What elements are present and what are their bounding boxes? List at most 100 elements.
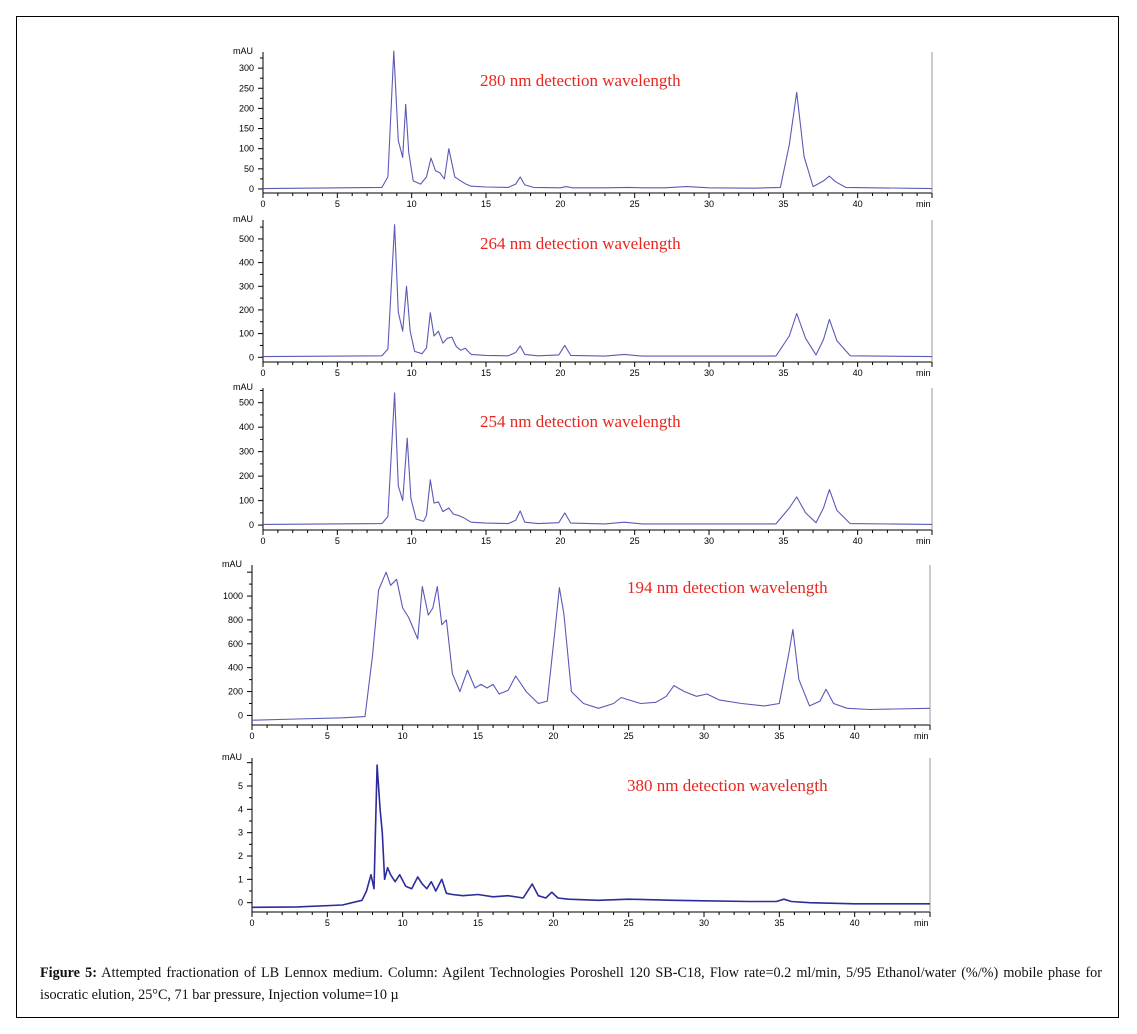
y-tick-label: 0: [249, 352, 254, 362]
x-tick-label: 5: [325, 918, 330, 928]
y-tick-label: 0: [238, 898, 243, 908]
y-unit-label: mAU: [222, 559, 242, 569]
x-tick-label: 15: [481, 536, 491, 546]
chart-title: 280 nm detection wavelength: [480, 71, 681, 90]
x-tick-label: 30: [699, 918, 709, 928]
x-tick-label: 40: [850, 918, 860, 928]
chart-title: 254 nm detection wavelength: [480, 412, 681, 431]
x-tick-label: 25: [624, 918, 634, 928]
x-tick-label: 35: [778, 536, 788, 546]
x-tick-label: 10: [407, 536, 417, 546]
y-tick-label: 0: [249, 184, 254, 194]
x-tick-label: 30: [704, 368, 714, 378]
chart-panel-5: 0 1 2 3 4 5 0 5 10 15 20 25 30 35 40 mAU min 380 nm detec…: [222, 752, 931, 928]
y-tick-label: 500: [239, 234, 254, 244]
x-tick-label: 30: [704, 199, 714, 209]
chromatogram-trace: [251, 764, 930, 909]
x-tick-label: 25: [630, 199, 640, 209]
y-tick-label: 400: [239, 258, 254, 268]
y-tick-label: 200: [239, 305, 254, 315]
x-tick-label: 35: [774, 918, 784, 928]
x-tick-label: 40: [853, 536, 863, 546]
y-tick-label: 0: [249, 520, 254, 530]
x-tick-label: 35: [778, 368, 788, 378]
x-unit-label: min: [916, 536, 931, 546]
x-tick-label: 20: [548, 731, 558, 741]
y-tick-label: 2: [238, 851, 243, 861]
y-tick-label: 1000: [223, 591, 243, 601]
x-tick-label: 15: [481, 199, 491, 209]
y-tick-label: 200: [228, 687, 243, 697]
chromatogram-trace: [262, 50, 933, 190]
x-tick-label: 35: [774, 731, 784, 741]
y-tick-label: 200: [239, 471, 254, 481]
chart-panel-4: 0 200 400 600 800 1000 0 5 10 15 20 25 30 35 40 mAU min 1…: [222, 559, 931, 741]
y-tick-label: 400: [228, 663, 243, 673]
chart-panel-1: 0 50 100 150 200 250 300 0 5 10 15 20 25 30 35 40 mAU min…: [233, 46, 933, 209]
y-tick-label: 4: [238, 804, 243, 814]
y-tick-label: 0: [238, 710, 243, 720]
y-tick-label: 50: [244, 164, 254, 174]
x-tick-label: 15: [473, 918, 483, 928]
chart-title: 264 nm detection wavelength: [480, 234, 681, 253]
x-tick-label: 5: [335, 368, 340, 378]
y-unit-label: mAU: [233, 214, 253, 224]
x-tick-label: 40: [853, 199, 863, 209]
y-tick-label: 250: [239, 83, 254, 93]
x-tick-label: 10: [407, 368, 417, 378]
x-tick-label: 5: [335, 536, 340, 546]
x-tick-label: 0: [260, 536, 265, 546]
y-tick-label: 300: [239, 63, 254, 73]
x-tick-label: 5: [335, 199, 340, 209]
x-unit-label: min: [916, 368, 931, 378]
chart-panel-3: 0 100 200 300 400 500 0 5 10 15 20 25 30 35 40 mAU min 25…: [233, 382, 933, 546]
x-tick-label: 0: [260, 199, 265, 209]
y-unit-label: mAU: [233, 382, 253, 392]
chart-panel-2: 0 100 200 300 400 500 0 5 10 15 20 25 30 35 40 mAU min 26…: [233, 214, 933, 378]
x-unit-label: min: [916, 199, 931, 209]
x-tick-label: 30: [699, 731, 709, 741]
x-tick-label: 0: [249, 918, 254, 928]
y-tick-label: 100: [239, 329, 254, 339]
chromatogram-trace: [262, 224, 933, 358]
x-tick-label: 0: [260, 368, 265, 378]
y-tick-label: 1: [238, 874, 243, 884]
y-tick-label: 800: [228, 615, 243, 625]
y-tick-label: 600: [228, 639, 243, 649]
chromatogram-trace: [262, 392, 933, 525]
x-unit-label: min: [914, 918, 929, 928]
y-tick-label: 300: [239, 281, 254, 291]
x-tick-label: 20: [555, 536, 565, 546]
chart-title: 380 nm detection wavelength: [627, 776, 828, 795]
x-tick-label: 10: [398, 918, 408, 928]
x-tick-label: 35: [778, 199, 788, 209]
x-tick-label: 25: [630, 536, 640, 546]
x-unit-label: min: [914, 731, 929, 741]
caption-text: Attempted fractionation of LB Lennox med…: [40, 965, 1102, 1003]
x-tick-label: 40: [850, 731, 860, 741]
x-tick-label: 10: [407, 199, 417, 209]
x-tick-label: 20: [555, 368, 565, 378]
x-tick-label: 25: [630, 368, 640, 378]
y-tick-label: 300: [239, 447, 254, 457]
x-tick-label: 30: [704, 536, 714, 546]
x-tick-label: 25: [624, 731, 634, 741]
y-tick-label: 200: [239, 103, 254, 113]
y-tick-label: 150: [239, 124, 254, 134]
y-tick-label: 100: [239, 144, 254, 154]
figure-caption: Figure 5: Attempted fractionation of LB …: [40, 962, 1102, 1006]
x-tick-label: 10: [398, 731, 408, 741]
y-tick-label: 5: [238, 781, 243, 791]
chromatogram-trace: [251, 571, 931, 721]
x-tick-label: 5: [325, 731, 330, 741]
x-tick-label: 15: [481, 368, 491, 378]
x-tick-label: 40: [853, 368, 863, 378]
y-tick-label: 100: [239, 496, 254, 506]
y-unit-label: mAU: [233, 46, 253, 56]
x-tick-label: 15: [473, 731, 483, 741]
x-tick-label: 0: [249, 731, 254, 741]
chart-title: 194 nm detection wavelength: [627, 578, 828, 597]
x-tick-label: 20: [548, 918, 558, 928]
y-tick-label: 400: [239, 422, 254, 432]
